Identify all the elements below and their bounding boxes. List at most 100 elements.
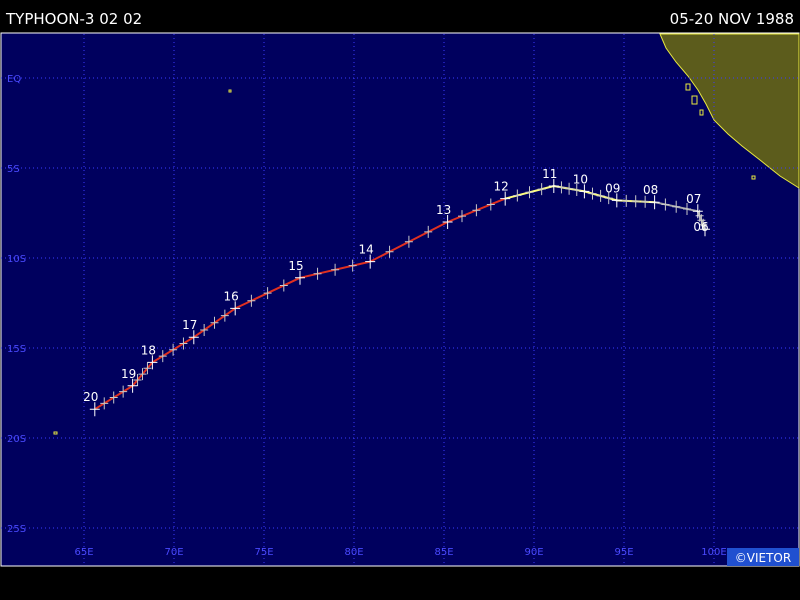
day-label: 18 bbox=[141, 343, 156, 357]
track-tick bbox=[313, 267, 322, 280]
track-tick bbox=[572, 184, 581, 197]
track-tick bbox=[683, 202, 691, 215]
track-point bbox=[230, 301, 241, 316]
day-label: 16 bbox=[224, 289, 239, 303]
day-label: 19 bbox=[121, 367, 136, 381]
island bbox=[699, 109, 704, 116]
track-tick bbox=[169, 343, 178, 356]
track-tick bbox=[565, 182, 574, 195]
track-tick bbox=[143, 362, 152, 375]
track-tick bbox=[138, 368, 147, 381]
track-tick bbox=[100, 397, 109, 410]
day-label: 20 bbox=[83, 390, 98, 404]
track-tick bbox=[119, 385, 128, 398]
track-point bbox=[579, 184, 590, 199]
track-tick bbox=[179, 337, 188, 350]
meridian-label: 95E bbox=[614, 547, 633, 558]
graticule: 65E 70E 75E 80E 85E 90E 95E 100E EQ 5S 10S 15S 20S 25… bbox=[1, 34, 799, 566]
track-point bbox=[365, 254, 376, 269]
track-point bbox=[89, 402, 100, 417]
track-tick bbox=[641, 195, 650, 208]
parallel-label: 5S bbox=[7, 164, 20, 175]
track-tick bbox=[109, 391, 118, 404]
track-tick bbox=[557, 181, 566, 194]
track-point bbox=[147, 355, 158, 370]
landmass bbox=[659, 33, 800, 189]
parallel-label: 20S bbox=[7, 434, 26, 445]
track-point bbox=[127, 378, 138, 393]
day-label: 09 bbox=[605, 181, 620, 195]
track-tick bbox=[279, 279, 288, 292]
track-tick bbox=[622, 194, 631, 207]
meridian-label: 80E bbox=[344, 547, 363, 558]
parallel-label: 25S bbox=[7, 524, 26, 535]
map-title: TYPHOON-3 02 02 bbox=[5, 10, 142, 28]
track-point bbox=[295, 270, 305, 285]
track-tick bbox=[133, 373, 142, 386]
track-tick bbox=[604, 192, 613, 205]
day-label: 08 bbox=[643, 183, 658, 197]
meridian-label: 75E bbox=[254, 547, 273, 558]
day-label: 10 bbox=[573, 172, 588, 186]
day-label: 13 bbox=[436, 203, 451, 217]
island bbox=[228, 89, 232, 93]
track-tick bbox=[220, 309, 229, 322]
island bbox=[691, 95, 698, 105]
day-label: 06 bbox=[693, 220, 708, 234]
track-tick bbox=[537, 183, 546, 196]
track-tick bbox=[525, 186, 534, 199]
track-point bbox=[692, 204, 703, 219]
track-tick bbox=[631, 195, 640, 208]
date-range: 05-20 NOV 1988 bbox=[670, 10, 794, 28]
parallel-label: 15S bbox=[7, 344, 26, 355]
day-label: 12 bbox=[494, 180, 509, 194]
islands bbox=[53, 83, 756, 435]
island bbox=[685, 83, 691, 91]
day-label: 11 bbox=[542, 167, 557, 181]
track-tick bbox=[513, 189, 522, 202]
track-point bbox=[700, 222, 710, 237]
meridian-label: 65E bbox=[74, 547, 93, 558]
track-tick bbox=[385, 245, 394, 258]
ocean bbox=[0, 32, 800, 567]
track-tick bbox=[458, 210, 466, 223]
meridian-label: 90E bbox=[524, 547, 543, 558]
track-tick bbox=[348, 259, 357, 272]
meridian-label: 70E bbox=[164, 547, 183, 558]
island bbox=[751, 175, 756, 180]
track-tick bbox=[596, 189, 605, 202]
track-point bbox=[188, 330, 199, 345]
track-point bbox=[611, 193, 622, 208]
parallel-label: EQ bbox=[7, 74, 21, 85]
track-tick bbox=[200, 324, 209, 336]
track-tick bbox=[158, 350, 167, 363]
meridian-label: 100E bbox=[701, 547, 726, 558]
credit-box bbox=[727, 548, 799, 566]
credit: ©VIETOR bbox=[735, 551, 791, 565]
track-point bbox=[548, 179, 559, 193]
track-point bbox=[500, 191, 511, 206]
storm-track: 06 07 08 09 10 11 12 13 14 15 16 17 18 19 20 bbox=[83, 167, 710, 417]
island bbox=[53, 431, 58, 435]
parallel-label: 10S bbox=[7, 254, 26, 265]
track-tick bbox=[263, 287, 272, 300]
day-label: 07 bbox=[686, 192, 701, 206]
track-point bbox=[649, 195, 660, 210]
track-tick bbox=[472, 204, 481, 217]
track-tick bbox=[588, 187, 597, 200]
day-label: 17 bbox=[182, 318, 197, 332]
track-tick bbox=[331, 263, 340, 276]
track-tick bbox=[424, 225, 433, 238]
track-tick bbox=[661, 198, 670, 211]
track-tick bbox=[247, 294, 256, 307]
track-tick bbox=[210, 316, 219, 329]
track-tick bbox=[404, 235, 413, 248]
track-point bbox=[442, 215, 453, 229]
track-tick bbox=[672, 200, 681, 213]
meridian-label: 85E bbox=[434, 547, 453, 558]
day-label: 14 bbox=[359, 243, 374, 257]
track-tick bbox=[486, 198, 495, 211]
day-label: 15 bbox=[288, 259, 303, 273]
